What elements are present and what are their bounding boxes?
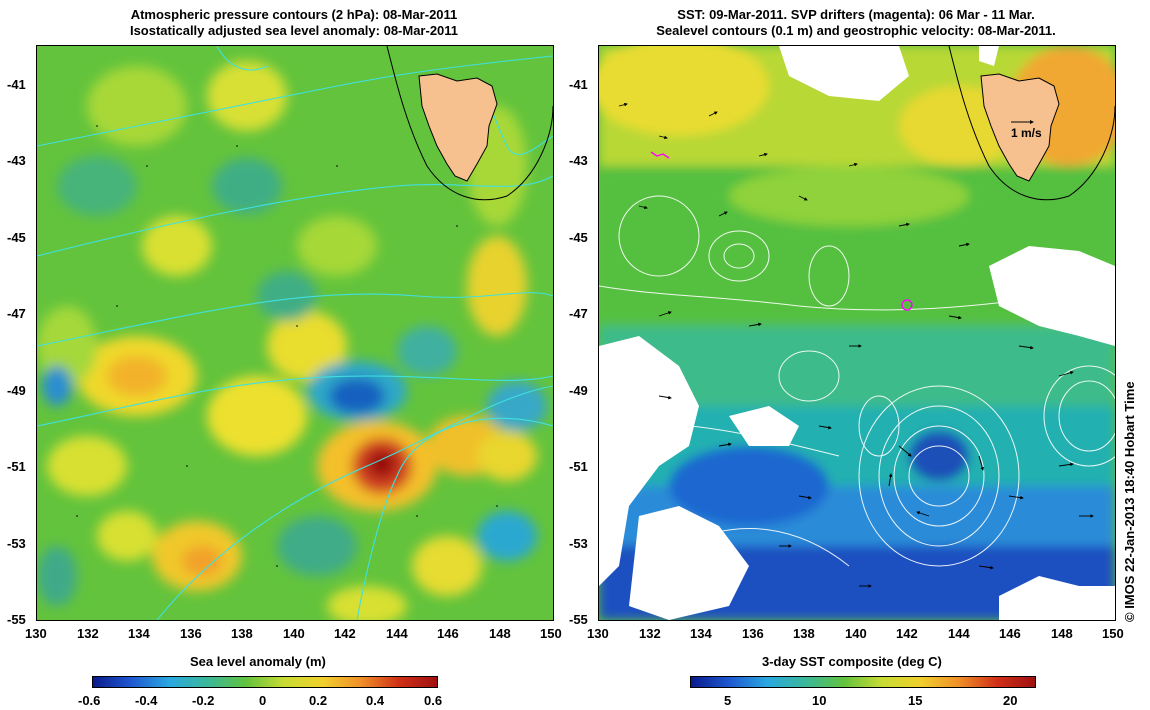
- tasmania-land-sst: [980, 73, 1060, 182]
- lon-tick: 150: [1102, 626, 1124, 641]
- colorbar-tick: 0.2: [309, 693, 328, 708]
- lon-tick: 130: [587, 626, 609, 641]
- colorbar-tick: 0.6: [424, 693, 443, 708]
- lat-tick: -43: [569, 153, 588, 168]
- lat-tick: -49: [569, 383, 588, 398]
- lat-tick: -45: [569, 230, 588, 245]
- lon-tick: 144: [386, 626, 408, 641]
- colorbar-tick: 5: [724, 693, 732, 708]
- colorbar-tick: 20: [1003, 693, 1018, 708]
- lat-tick: -53: [7, 536, 26, 551]
- lon-tick: 136: [180, 626, 202, 641]
- lat-tick: -47: [7, 306, 26, 321]
- right-colorbar-label: 3-day SST composite (deg C): [762, 654, 942, 669]
- pressure-contours: [37, 46, 553, 620]
- lon-tick: 134: [128, 626, 150, 641]
- colorbar-tick: 10: [812, 693, 827, 708]
- left-title: Atmospheric pressure contours (2 hPa): 0…: [36, 7, 552, 39]
- lon-tick: 140: [845, 626, 867, 641]
- lat-tick: -51: [569, 459, 588, 474]
- colorbar-tick: 0: [259, 693, 267, 708]
- lat-tick: -55: [569, 612, 588, 627]
- lon-tick: 146: [999, 626, 1021, 641]
- lat-tick: -53: [569, 536, 588, 551]
- lon-tick: 136: [742, 626, 764, 641]
- colorbar-tick: -0.2: [192, 693, 215, 708]
- drifter-dots: [76, 125, 498, 567]
- colorbar-tick: 15: [908, 693, 923, 708]
- left-title-line1: Atmospheric pressure contours (2 hPa): 0…: [130, 7, 458, 22]
- lon-tick: 138: [793, 626, 815, 641]
- lat-tick: -55: [7, 612, 26, 627]
- right-title-line1: SST: 09-Mar-2011. SVP drifters (magenta)…: [677, 7, 1035, 22]
- sea-level-anomaly-field: [37, 46, 553, 620]
- sealevel-contours: [599, 195, 1115, 567]
- lon-tick: 132: [639, 626, 661, 641]
- right-title: SST: 09-Mar-2011. SVP drifters (magenta)…: [598, 7, 1114, 39]
- colorbar-tick: -0.6: [78, 693, 101, 708]
- lon-tick: 132: [77, 626, 99, 641]
- lon-tick: 150: [540, 626, 562, 641]
- velocity-arrows: [618, 102, 1094, 588]
- lat-tick: -43: [7, 153, 26, 168]
- lon-tick: 134: [690, 626, 712, 641]
- lat-tick: -41: [569, 77, 588, 92]
- lon-tick: 130: [25, 626, 47, 641]
- velocity-scale-label: 1 m/s: [1011, 126, 1042, 140]
- right-title-line2: Sealevel contours (0.1 m) and geostrophi…: [656, 23, 1056, 38]
- colorbar-tick: -0.4: [135, 693, 158, 708]
- lon-tick: 142: [896, 626, 918, 641]
- tasmania-land: [418, 73, 498, 182]
- sea-level-anomaly-map[interactable]: [36, 45, 554, 621]
- left-colorbar-label: Sea level anomaly (m): [190, 654, 326, 669]
- sst-field: [599, 46, 1115, 620]
- svp-drifter-tracks: [650, 151, 913, 311]
- colorbar-tick: 0.4: [366, 693, 385, 708]
- right-colorbar: [690, 676, 1036, 688]
- left-colorbar: [92, 676, 438, 688]
- lat-tick: -49: [7, 383, 26, 398]
- lat-tick: -45: [7, 230, 26, 245]
- lon-tick: 148: [489, 626, 511, 641]
- lon-tick: 148: [1051, 626, 1073, 641]
- lon-tick: 146: [437, 626, 459, 641]
- credit-text: © IMOS 22-Jan-2013 18:40 Hobart Time: [1122, 381, 1137, 622]
- lat-tick: -51: [7, 459, 26, 474]
- lat-tick: -47: [569, 306, 588, 321]
- sst-map[interactable]: 1 m/s: [598, 45, 1116, 621]
- lon-tick: 138: [231, 626, 253, 641]
- left-title-line2: Isostatically adjusted sea level anomaly…: [129, 23, 459, 38]
- lon-tick: 144: [948, 626, 970, 641]
- lon-tick: 142: [334, 626, 356, 641]
- lon-tick: 140: [283, 626, 305, 641]
- lat-tick: -41: [7, 77, 26, 92]
